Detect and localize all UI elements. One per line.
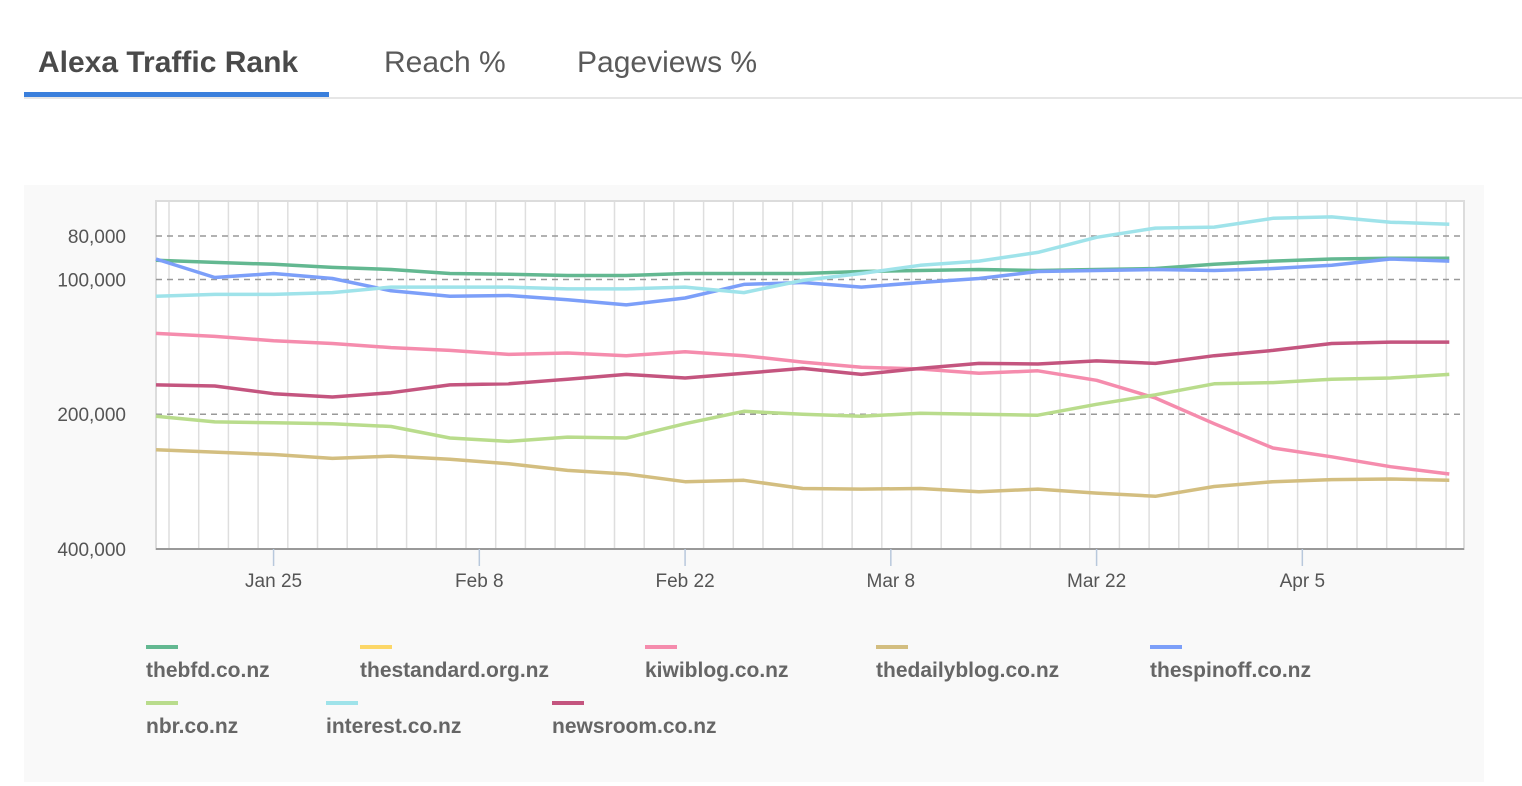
active-tab-indicator [24,92,329,97]
tab-alexa-traffic-rank[interactable]: Alexa Traffic Rank [38,46,299,79]
plot-area [155,200,1465,550]
legend-label: thedailyblog.co.nz [876,659,1060,682]
legend-label: kiwiblog.co.nz [645,659,789,682]
x-tick-label: Feb 8 [455,571,504,592]
y-tick-label: 80,000 [68,227,126,248]
legend-swatch [146,645,178,649]
y-axis-labels: 80,000 100,000 200,000 400,000 [57,227,126,561]
tab-bar: Alexa Traffic Rank Reach % Pageviews % [0,0,1522,100]
legend-swatch [876,645,908,649]
series-line-thebfd-co-nz[interactable] [155,256,1450,278]
legend-label: thebfd.co.nz [146,659,270,682]
y-tick-label: 100,000 [57,270,126,291]
x-tick-label: Apr 5 [1280,571,1325,592]
legend-swatch [360,645,392,649]
series-line-thespinoff-co-nz[interactable] [155,257,1450,307]
legend-label: interest.co.nz [326,715,462,738]
x-tick-label: Mar 22 [1067,571,1126,592]
tab-pageviews[interactable]: Pageviews % [577,46,758,79]
legend-label: thestandard.org.nz [360,659,550,682]
series-line-nbr-co-nz[interactable] [155,372,1450,444]
legend-swatch [326,701,358,705]
tab-divider [24,97,1522,99]
legend-swatch [146,701,178,705]
series-line-interest-co-nz[interactable] [155,215,1450,298]
tab-reach[interactable]: Reach % [384,46,506,79]
x-tick-label: Mar 8 [867,571,916,592]
series-line-kiwiblog-co-nz[interactable] [155,331,1450,476]
legend-swatch [552,701,584,705]
x-tick-label: Feb 22 [656,571,715,592]
series-line-thedailyblog-co-nz[interactable] [155,447,1450,499]
legend-swatch [645,645,677,649]
series-lines [155,215,1450,499]
legend-label: newsroom.co.nz [552,715,717,738]
legend-label: thespinoff.co.nz [1150,659,1311,682]
x-tick-label: Jan 25 [245,571,302,592]
x-axis-ticks: Jan 25 Feb 8 Feb 22 Mar 8 Mar 22 Apr 5 [245,549,1325,592]
y-tick-label: 200,000 [57,405,126,426]
series-line-newsroom-co-nz[interactable] [155,340,1450,399]
legend-label: nbr.co.nz [146,715,239,738]
y-tick-label: 400,000 [57,540,126,561]
line-chart: 80,000 100,000 200,000 400,000 Jan 25 Feb 8 F… [57,200,1465,592]
legend-swatch [1150,645,1182,649]
